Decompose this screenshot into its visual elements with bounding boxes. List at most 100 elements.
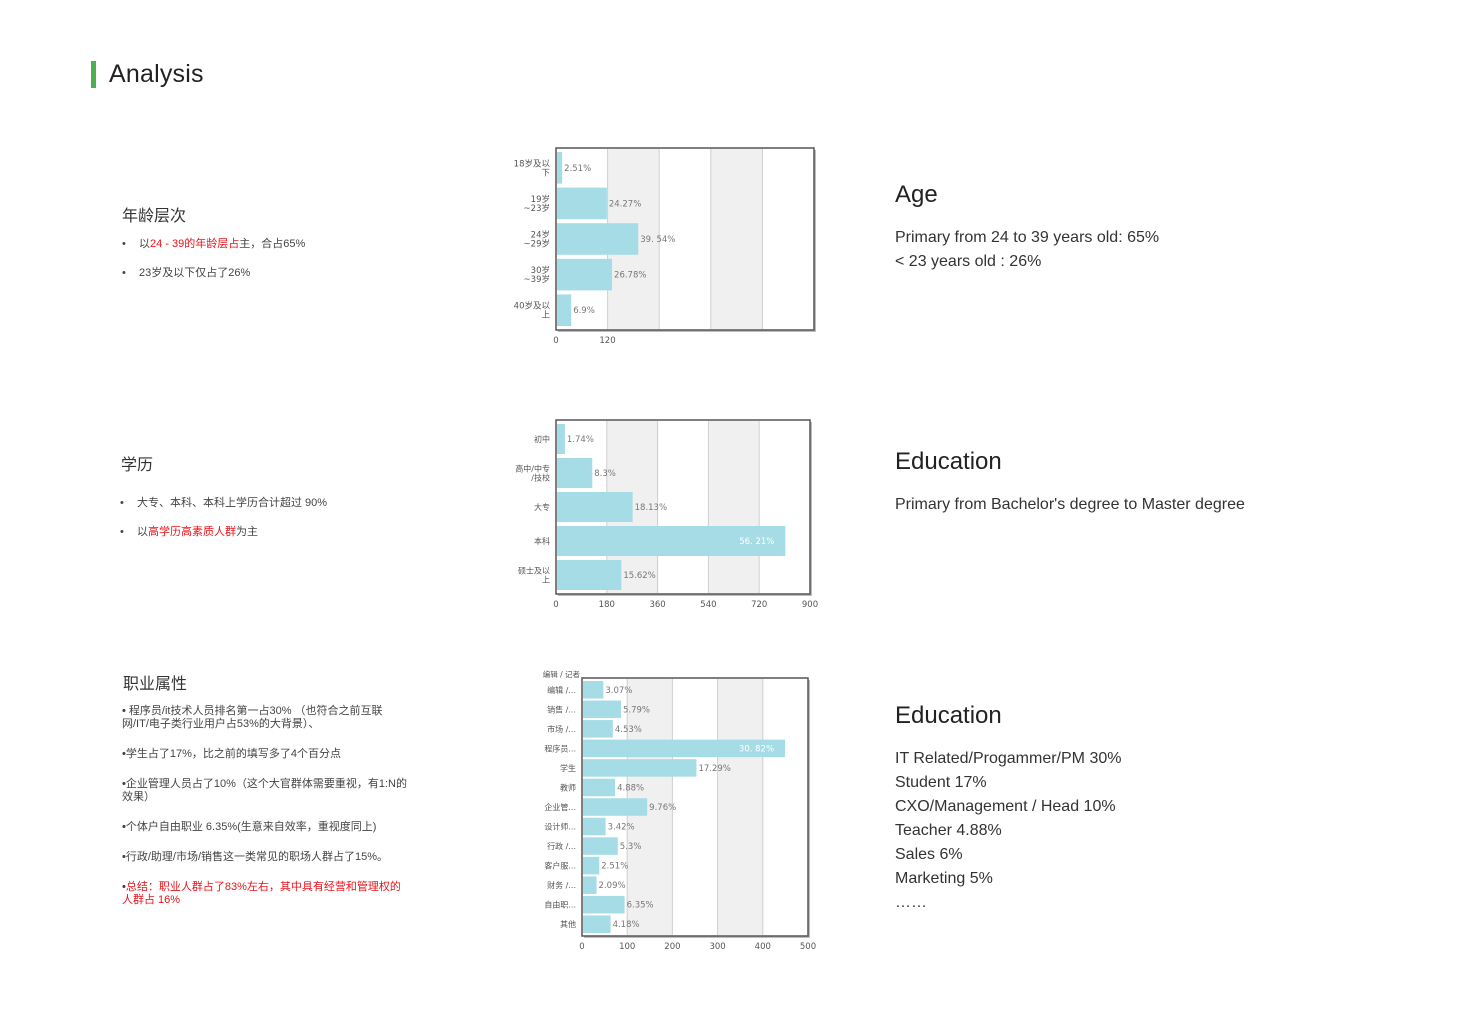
occupation-bullet: •个体户自由职业 6.35%(生意来自效率，重视度同上) xyxy=(122,821,407,834)
category-label: 销售 /... xyxy=(547,704,576,714)
category-label: 初中 xyxy=(534,434,550,444)
x-tick-label: 100 xyxy=(619,942,635,952)
data-label: 8.3% xyxy=(594,469,616,479)
data-label: 2.51% xyxy=(564,164,591,174)
data-label: 3.07% xyxy=(605,686,632,696)
data-label: 56. 21% xyxy=(739,537,774,547)
x-tick-label: 0 xyxy=(553,336,558,346)
education-en-title: Education xyxy=(895,448,1002,475)
data-label: 30. 82% xyxy=(739,744,774,754)
data-label: 2.09% xyxy=(599,881,626,891)
occupation-summary-line: Student 17% xyxy=(895,774,987,791)
category-label: 自由职... xyxy=(544,900,576,910)
chart-bar xyxy=(557,526,786,556)
occupation-bullet: •行政/助理/市场/销售这一类常见的职场人群占了15%。 xyxy=(122,851,407,864)
chart-bar xyxy=(583,837,618,855)
x-tick-label: 360 xyxy=(649,600,665,610)
data-label: 4.88% xyxy=(617,783,644,793)
age-summary-line: < 23 years old : 26% xyxy=(895,253,1042,270)
data-label: 18.13% xyxy=(635,503,667,513)
chart-bar xyxy=(583,739,786,758)
occupation-bullet: • 程序员/it技术人员排名第一占30% （也符合之前互联网/IT/电子类行业用… xyxy=(122,705,407,731)
education-summary-line: Primary from Bachelor's degree to Master… xyxy=(895,496,1245,513)
occupation-summary-line: Teacher 4.88% xyxy=(895,822,1002,839)
category-label: 30岁 xyxy=(531,265,550,276)
occupation-summary-line: Sales 6% xyxy=(895,846,963,863)
occupation-chart: 3.07% 编辑 /... 5.79% 销售 /... 4.53% 市场 /... 30. … xyxy=(510,668,825,952)
age-bullet-list: 以24 - 39的年龄层占主，合占65% 23岁及以下仅占了26% xyxy=(122,238,305,296)
chart-bar xyxy=(557,223,639,255)
title-accent-bar xyxy=(91,61,96,88)
age-bullet-2: 23岁及以下仅占了26% xyxy=(122,267,305,280)
section-title-occupation: 职业属性 xyxy=(123,676,188,693)
age-summary-line: Primary from 24 to 39 years old: 65% xyxy=(895,229,1160,246)
category-label: 19岁 xyxy=(531,194,550,205)
category-label: 下 xyxy=(541,168,550,178)
category-label: 硕士及以 xyxy=(518,566,550,576)
category-label: 40岁及以 xyxy=(514,301,551,312)
chart-bar xyxy=(557,560,622,590)
data-label: 2.51% xyxy=(601,862,628,872)
grid-band xyxy=(710,149,763,329)
x-tick-label: 400 xyxy=(755,942,771,952)
age-en-summary: Primary from 24 to 39 years old: 65% < 2… xyxy=(895,226,1159,274)
x-tick-label: 720 xyxy=(751,600,767,610)
chart-bar xyxy=(557,492,633,522)
data-label: 9.76% xyxy=(649,803,676,813)
grid-band xyxy=(717,679,763,935)
x-tick-label: 900 xyxy=(802,600,818,610)
data-label: 6.35% xyxy=(627,901,654,911)
education-bullet-2: 以高学历高素质人群为主 xyxy=(120,526,327,539)
data-label: 3.42% xyxy=(608,823,635,833)
x-tick-label: 300 xyxy=(709,942,725,952)
section-title-education: 学历 xyxy=(121,457,154,474)
data-label: 26.78% xyxy=(614,271,646,281)
category-label: 学生 xyxy=(560,763,576,773)
category-label: 大专 xyxy=(534,502,550,512)
occupation-summary-line: IT Related/Progammer/PM 30% xyxy=(895,750,1122,767)
occupation-summary-line: …… xyxy=(895,894,927,911)
chart-header-label: 编辑 / 记者 xyxy=(543,669,581,679)
chart-svg: 1.74% 初中 8.3% 高中/中专/技校 18.13% 大专 56. 21% 本科 15.6… xyxy=(515,419,818,610)
occupation-en-title: Education xyxy=(895,702,1002,729)
chart-bar xyxy=(557,152,563,184)
education-bullet-list: 大专、本科、本科上学历合计超过 90% 以高学历高素质人群为主 xyxy=(120,497,327,555)
age-chart: 2.51% 18岁及以下 24.27% 19岁 ~23岁 39. 54% 24岁 ~29岁 26… xyxy=(495,140,825,350)
data-label: 1.74% xyxy=(567,435,594,445)
chart-bar xyxy=(557,458,593,488)
category-label: 程序员... xyxy=(544,743,576,753)
x-tick-label: 500 xyxy=(800,942,816,952)
data-label: 39. 54% xyxy=(640,235,675,245)
chart-bar xyxy=(583,895,625,914)
category-label: ~39岁 xyxy=(524,274,550,285)
x-tick-label: 180 xyxy=(599,600,615,610)
data-label: 4.18% xyxy=(613,920,640,930)
page-title: Analysis xyxy=(109,60,204,88)
occupation-summary-line: CXO/Management / Head 10% xyxy=(895,798,1116,815)
category-label: 行政 /... xyxy=(547,841,576,851)
chart-bar xyxy=(583,759,697,777)
occupation-summary-bullet: •总结：职业人群占了83%左右，其中具有经营和管理权的人群占 16% xyxy=(122,881,407,907)
category-label: 客户服... xyxy=(544,861,576,871)
data-label: 15.62% xyxy=(623,571,655,581)
category-label: 本科 xyxy=(534,536,550,546)
occupation-bullet: •企业管理人员占了10%（这个大官群体需要重视，有1:N的效果） xyxy=(122,778,407,804)
education-bullet-1: 大专、本科、本科上学历合计超过 90% xyxy=(120,497,327,510)
chart-bar xyxy=(583,700,621,719)
occupation-en-summary: IT Related/Progammer/PM 30% Student 17% … xyxy=(895,747,1121,915)
chart-bar xyxy=(557,187,607,220)
chart-svg: 3.07% 编辑 /... 5.79% 销售 /... 4.53% 市场 /... 30. … xyxy=(543,669,816,952)
education-en-summary: Primary from Bachelor's degree to Master… xyxy=(895,493,1245,517)
age-bullet-1: 以24 - 39的年龄层占主，合占65% xyxy=(122,238,305,251)
data-label: 17.29% xyxy=(698,764,730,774)
category-label: 18岁及以 xyxy=(514,158,551,169)
category-label: 上 xyxy=(541,311,550,321)
chart-bar xyxy=(583,856,600,875)
age-en-title: Age xyxy=(895,181,938,208)
x-tick-label: 200 xyxy=(664,942,680,952)
grid-band xyxy=(708,421,760,593)
category-label: 企业管... xyxy=(544,802,576,812)
category-label: 24岁 xyxy=(531,230,550,241)
category-label: 教师 xyxy=(560,782,576,792)
